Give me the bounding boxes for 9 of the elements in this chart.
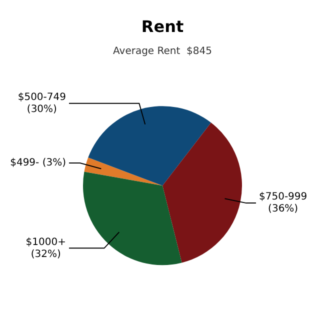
chart-title: Rent — [141, 16, 184, 36]
data-label: (30%) — [26, 104, 58, 115]
slice-label: $499- (3%) — [10, 158, 66, 169]
chart-subtitle: Average Rent $845 — [113, 46, 212, 57]
data-label: (36%) — [268, 204, 298, 215]
slice-label: $750-999 — [258, 192, 308, 203]
slice-label: $1000+ — [26, 236, 66, 248]
data-label: (32%) — [30, 248, 62, 260]
slice-label: $500-749 — [18, 92, 66, 103]
